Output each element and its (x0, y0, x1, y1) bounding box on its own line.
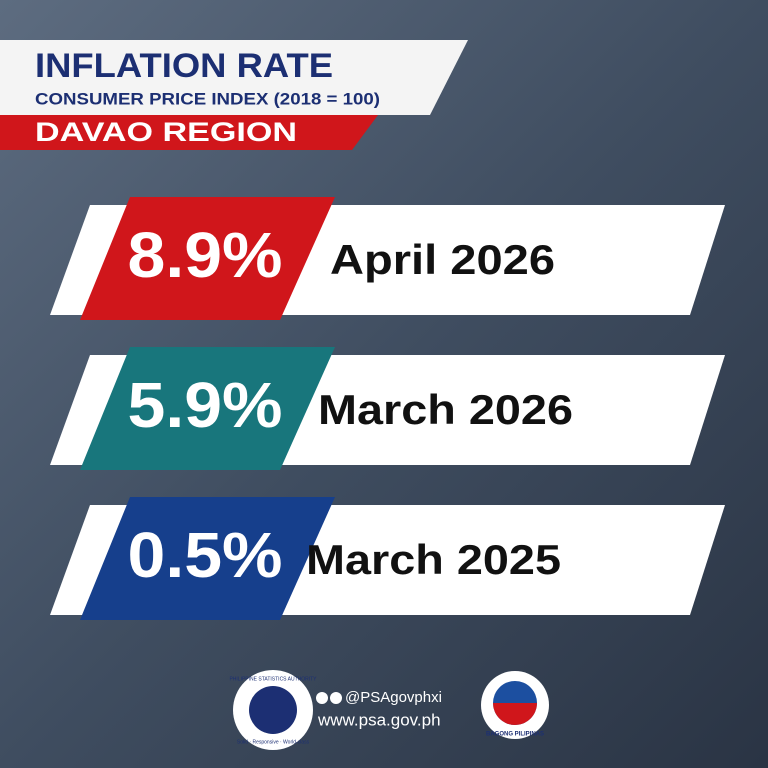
x-icon (330, 692, 342, 704)
psa-logo-globe (249, 686, 297, 734)
social-handle: @PSAgovphxi (345, 689, 442, 706)
facebook-icon (316, 692, 328, 704)
psa-motto: Solid · Responsive · World-class (237, 739, 310, 745)
rate: 0.5% (128, 519, 283, 591)
rate-badge (80, 197, 335, 320)
rate-badge (80, 347, 335, 470)
period: April 2026 (330, 236, 555, 283)
region: DAVAO REGION (35, 117, 297, 147)
rate: 5.9% (128, 369, 283, 441)
header-banner (0, 40, 468, 115)
region-banner (0, 115, 378, 150)
rate-badge (80, 497, 335, 620)
psa-logo-text: PHILIPPINE STATISTICS AUTHORITY (229, 676, 317, 682)
subtitle: CONSUMER PRICE INDEX (2018 = 100) (35, 89, 380, 108)
period: March 2025 (306, 536, 561, 583)
footer: PHILIPPINE STATISTICS AUTHORITY Solid · … (229, 670, 549, 750)
rate-list: 8.9% April 2026 5.9% March 2026 0.5% March 20… (50, 197, 725, 620)
rate: 8.9% (128, 219, 283, 291)
website: www.psa.gov.ph (317, 710, 441, 729)
bagong-pilipinas-emblem-lower (493, 703, 537, 725)
title: INFLATION RATE (35, 47, 333, 85)
bagong-pilipinas-text: BAGONG PILIPINAS (486, 732, 544, 738)
period: March 2026 (318, 386, 573, 433)
